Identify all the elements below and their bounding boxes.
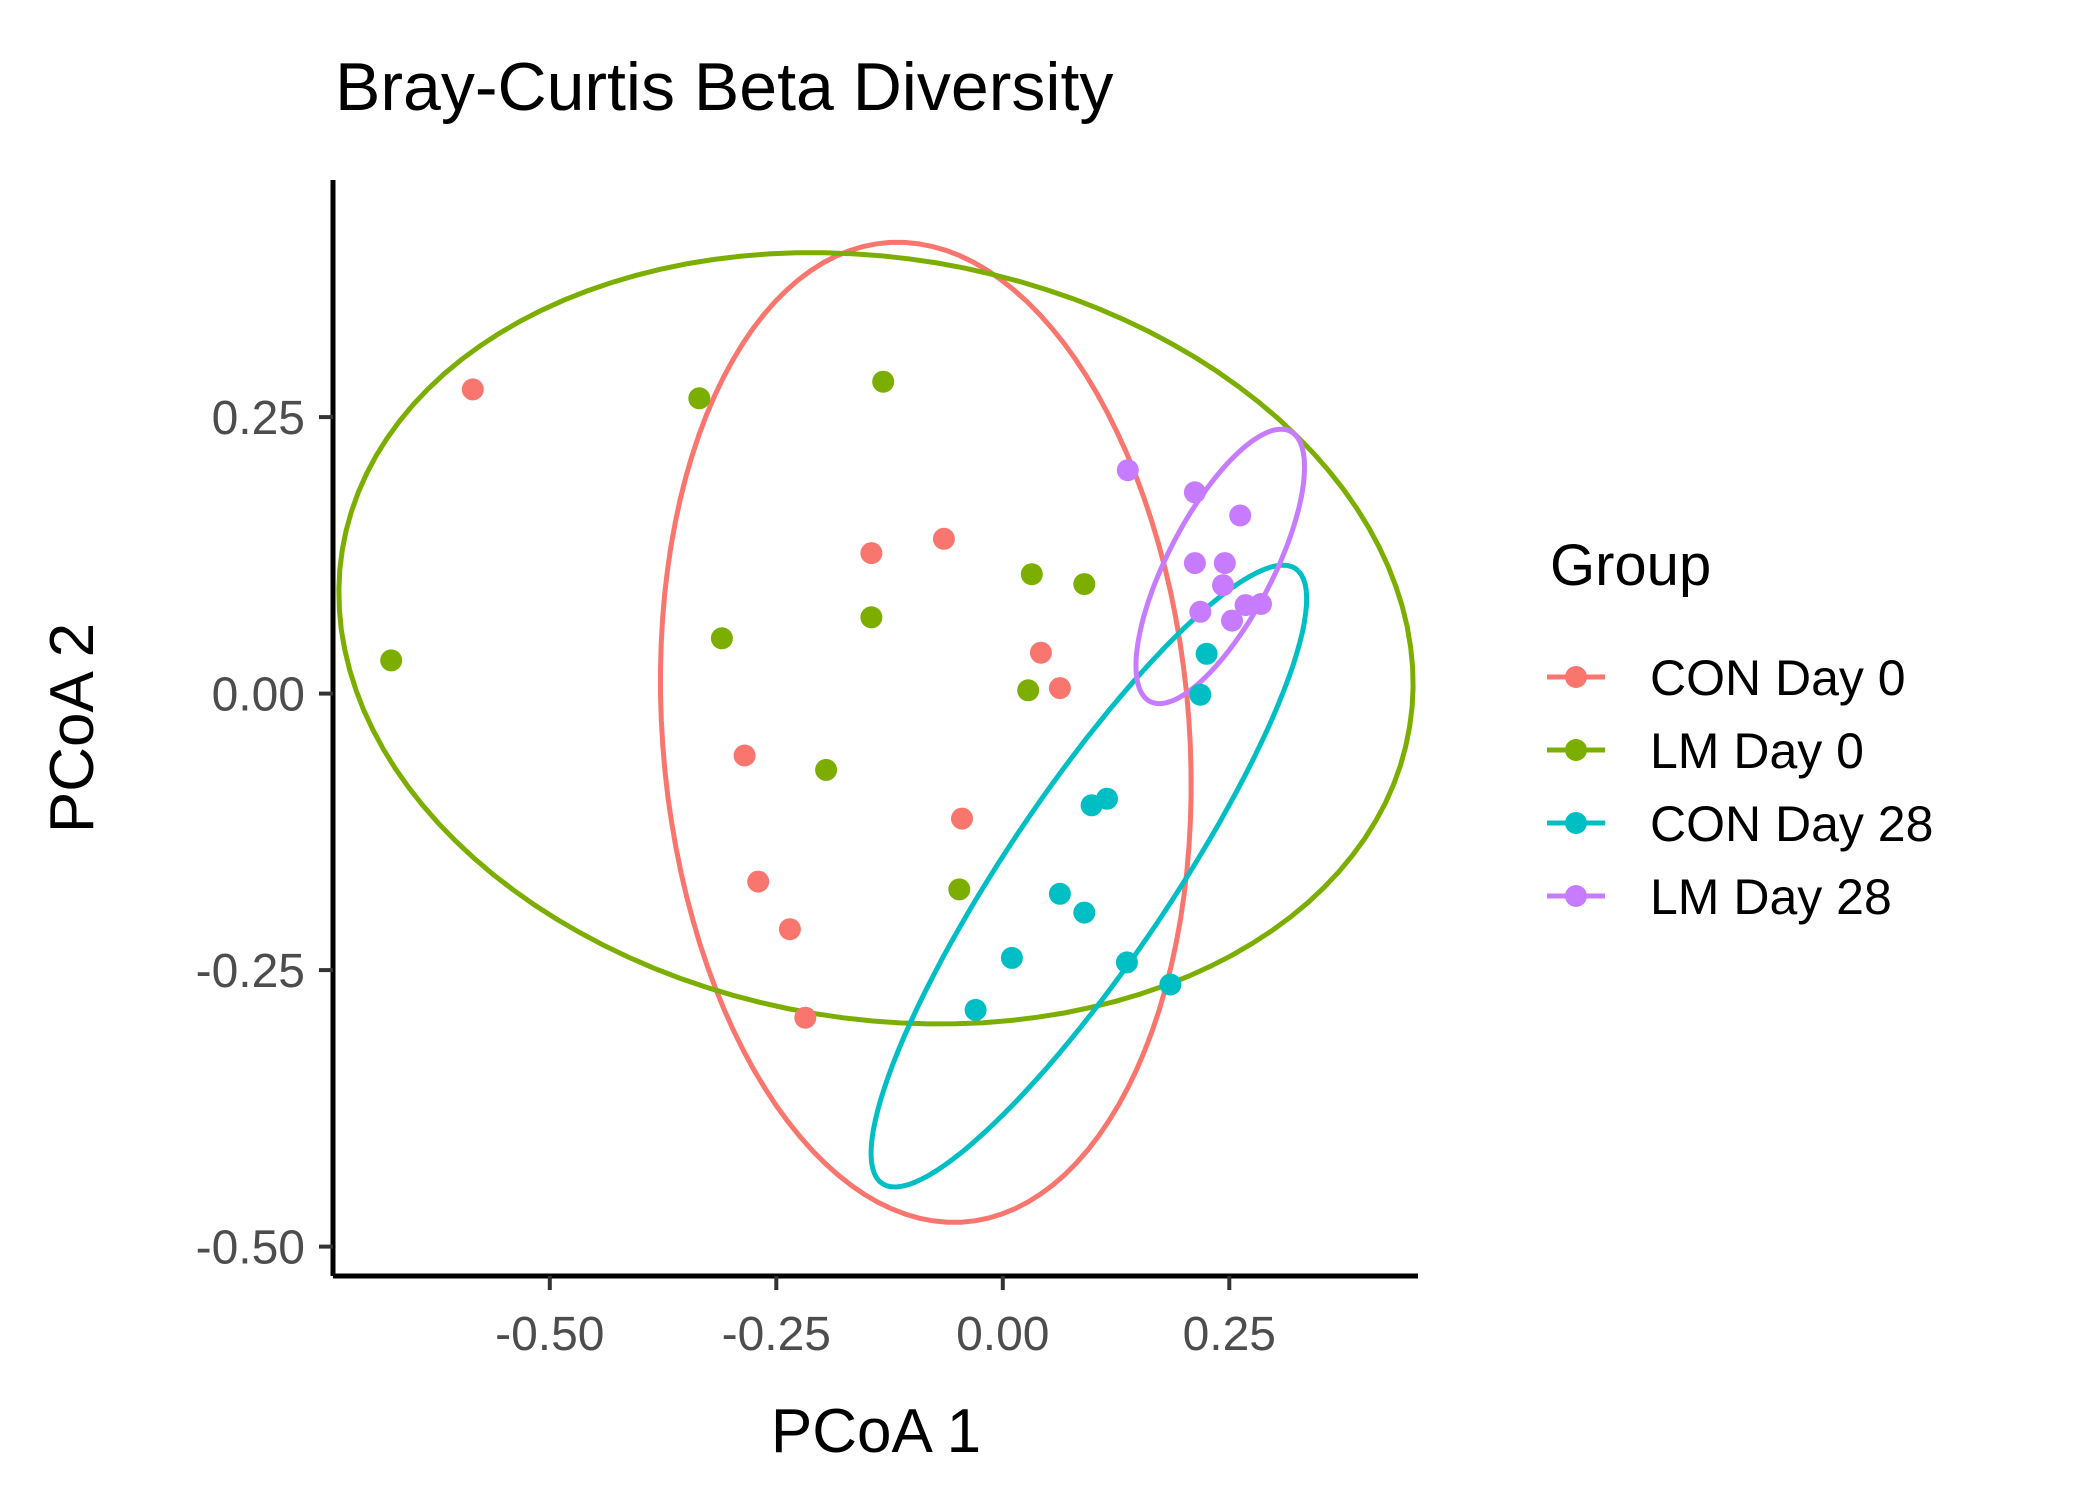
y-tick-label: -0.25 xyxy=(196,945,305,998)
confidence-ellipse xyxy=(336,250,1416,1027)
y-tick-label: 0.00 xyxy=(212,669,305,722)
data-point xyxy=(948,878,971,901)
data-point xyxy=(1080,794,1103,817)
data-point xyxy=(710,627,733,650)
x-tick-label: -0.25 xyxy=(722,1308,831,1361)
data-point xyxy=(1183,481,1206,504)
x-axis-label: PCoA 1 xyxy=(771,1397,981,1466)
x-tick-label: 0.25 xyxy=(1183,1308,1276,1361)
legend-key-point xyxy=(1565,812,1587,834)
data-point xyxy=(815,758,838,781)
data-point xyxy=(1159,973,1182,996)
y-tick-label: 0.25 xyxy=(212,392,305,445)
data-point xyxy=(1116,459,1139,482)
legend-label: CON Day 0 xyxy=(1650,650,1906,706)
data-point xyxy=(872,370,895,393)
legend-key-point xyxy=(1565,885,1587,907)
data-point xyxy=(688,387,711,410)
data-point xyxy=(1195,642,1218,665)
data-point xyxy=(1029,641,1052,664)
data-point xyxy=(1229,504,1252,527)
chart-title: Bray-Curtis Beta Diversity xyxy=(335,49,1113,125)
x-tick-label: 0.00 xyxy=(956,1308,1049,1361)
y-axis-label: PCoA 2 xyxy=(38,623,107,833)
legend-title: Group xyxy=(1550,533,1711,598)
y-axis: -0.50 -0.25 0.00 0.25 xyxy=(196,180,336,1276)
data-point xyxy=(1189,600,1212,623)
confidence-ellipse xyxy=(1133,426,1308,707)
data-point xyxy=(1221,609,1243,632)
data-point xyxy=(1183,552,1206,575)
data-point xyxy=(860,542,883,565)
data-point xyxy=(1250,593,1272,615)
data-point xyxy=(1048,882,1071,905)
data-point xyxy=(1017,679,1040,702)
plot-area xyxy=(336,239,1416,1225)
data-point xyxy=(951,807,973,830)
data-point xyxy=(1115,951,1138,974)
data-point xyxy=(733,744,756,767)
x-tick-label: -0.50 xyxy=(495,1308,604,1361)
y-tick-label: -0.50 xyxy=(196,1222,305,1275)
data-point xyxy=(1073,901,1096,924)
data-point xyxy=(1073,573,1096,596)
legend-key-point xyxy=(1565,739,1587,761)
legend: Group CON Day 0 LM Day 0 CON Day 28 LM Day … xyxy=(1547,533,1933,925)
data-point xyxy=(1048,677,1071,700)
data-point xyxy=(1189,683,1212,706)
legend-label: LM Day 28 xyxy=(1650,869,1892,925)
x-axis: -0.50 -0.25 0.00 0.25 xyxy=(333,1273,1418,1361)
data-point xyxy=(1000,946,1023,969)
data-point xyxy=(1212,574,1234,597)
data-point xyxy=(1020,563,1043,586)
data-point xyxy=(794,1006,817,1029)
data-point xyxy=(932,527,955,550)
data-point xyxy=(461,378,484,401)
data-point xyxy=(964,998,987,1021)
data-point xyxy=(1213,552,1236,575)
data-point xyxy=(860,606,883,629)
legend-label: CON Day 28 xyxy=(1650,796,1933,852)
data-point xyxy=(380,649,403,672)
confidence-ellipse xyxy=(868,562,1310,1190)
data-point xyxy=(747,870,770,893)
data-point xyxy=(778,918,801,941)
confidence-ellipse xyxy=(658,239,1194,1225)
legend-label: LM Day 0 xyxy=(1650,723,1864,779)
legend-key-point xyxy=(1565,666,1587,688)
